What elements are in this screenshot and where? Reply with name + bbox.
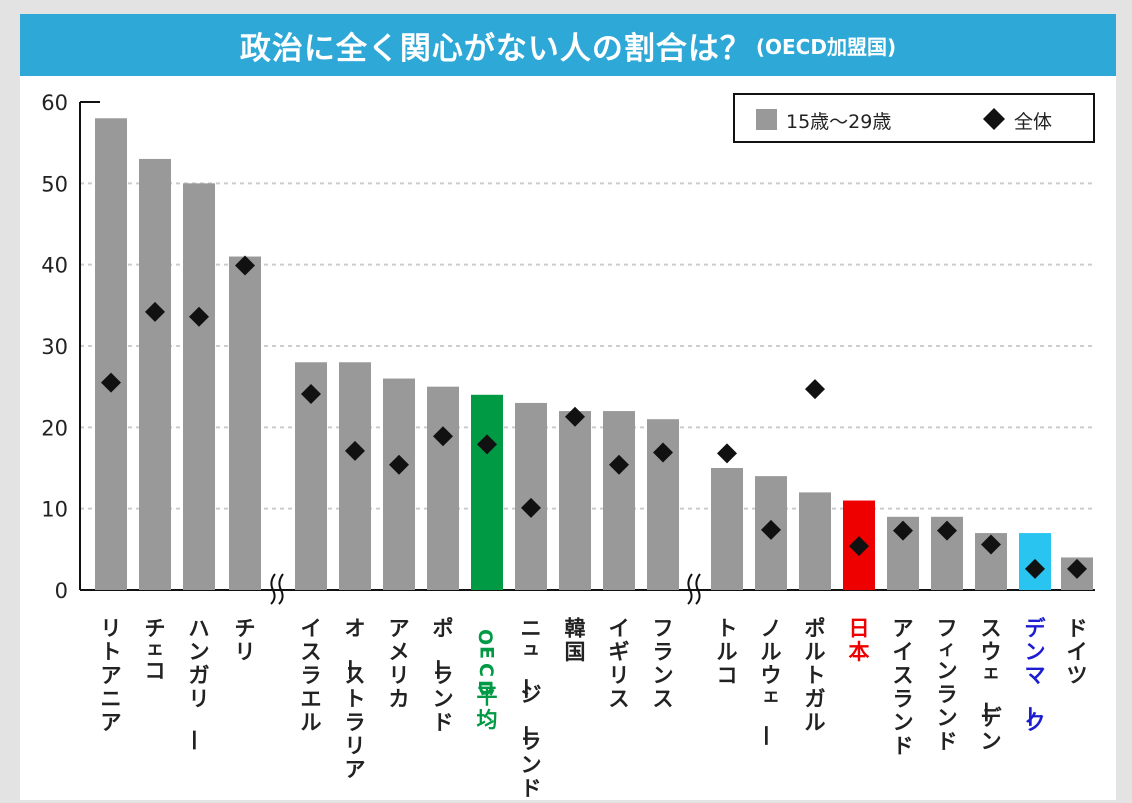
x-category-label: イギリス bbox=[609, 617, 630, 712]
x-label-22: ドイツ bbox=[1067, 617, 1088, 688]
bar-10 bbox=[515, 402, 547, 590]
x-category-label: スウェ—デン bbox=[976, 617, 1003, 754]
bar-3 bbox=[183, 183, 215, 591]
overall-point-22 bbox=[1067, 558, 1087, 579]
bar-1 bbox=[95, 118, 127, 591]
chart-title: 政治に全く関心がない人の割合は？ bbox=[239, 30, 752, 67]
overall-point-3 bbox=[189, 306, 209, 327]
bar-2 bbox=[139, 158, 171, 590]
overall-point-1 bbox=[101, 372, 121, 393]
legend-label-youth: 15歳〜29歳 bbox=[786, 111, 891, 133]
x-category-label: ハンガリ— bbox=[184, 617, 210, 751]
bar-9 bbox=[471, 394, 503, 590]
legend-diamond-icon bbox=[983, 108, 1005, 130]
chart-subtitle: (OECD加盟国) bbox=[755, 34, 897, 59]
x-category-label: 日本 bbox=[849, 617, 870, 665]
bar-16 bbox=[799, 492, 831, 590]
x-label-2: チェコ bbox=[145, 617, 166, 684]
y-tick-label: 0 bbox=[55, 579, 68, 603]
bar-7 bbox=[383, 378, 415, 590]
overall-point-18 bbox=[893, 520, 913, 541]
overall-point-17 bbox=[849, 536, 869, 557]
overall-point-15 bbox=[761, 519, 781, 540]
x-category-label: フランス bbox=[653, 617, 674, 712]
legend-label-overall: 全体 bbox=[1014, 111, 1052, 133]
x-label-12: イギリス bbox=[609, 617, 630, 712]
x-category-label: アメリカ bbox=[389, 617, 410, 712]
legend-box bbox=[733, 93, 1095, 143]
overall-point-7 bbox=[389, 454, 409, 475]
x-label-4: チリ bbox=[235, 617, 256, 665]
x-label-13: フランス bbox=[653, 617, 674, 712]
axis-break-mark bbox=[687, 573, 701, 605]
x-label-20: スウェ—デン bbox=[976, 617, 1003, 754]
x-label-6: オ—ストラリア bbox=[340, 617, 366, 782]
axis-break-mark bbox=[270, 573, 284, 605]
overall-point-11 bbox=[565, 406, 585, 427]
bar-12 bbox=[603, 411, 635, 590]
x-label-14: トルコ bbox=[717, 617, 738, 688]
x-label-3: ハンガリ— bbox=[184, 617, 210, 751]
bar-14 bbox=[711, 468, 743, 590]
x-category-label: チェコ bbox=[145, 617, 166, 684]
y-tick-label: 20 bbox=[41, 416, 68, 440]
overall-point-19 bbox=[937, 520, 957, 541]
overall-point-21 bbox=[1025, 558, 1045, 579]
x-category-label: イスラエル bbox=[301, 617, 322, 735]
x-label-17: 日本 bbox=[849, 617, 870, 665]
y-tick-label: 40 bbox=[41, 254, 68, 278]
x-category-label: トルコ bbox=[717, 617, 738, 688]
bar-6 bbox=[339, 362, 371, 590]
overall-point-12 bbox=[609, 454, 629, 475]
x-label-11: 韓国 bbox=[565, 617, 586, 665]
x-category-label: デンマ—ク bbox=[1020, 617, 1047, 735]
x-label-15: ノルウェ— bbox=[756, 617, 782, 747]
overall-point-4 bbox=[235, 255, 255, 276]
x-category-label: アイスランド bbox=[893, 617, 914, 759]
overall-point-9 bbox=[477, 434, 497, 455]
bar-4 bbox=[229, 256, 261, 590]
legend-bar-swatch bbox=[756, 109, 777, 130]
overall-point-10 bbox=[521, 497, 541, 518]
title-bar: 政治に全く関心がない人の割合は？ (OECD加盟国) bbox=[20, 14, 1116, 76]
x-label-1: リトアニア bbox=[101, 617, 122, 735]
overall-point-13 bbox=[653, 442, 673, 463]
x-category-label: ドイツ bbox=[1067, 617, 1088, 688]
x-category-label: オ—ストラリア bbox=[340, 617, 366, 782]
overall-point-2 bbox=[145, 301, 165, 322]
x-category-label: チリ bbox=[235, 617, 256, 665]
overall-point-16 bbox=[805, 379, 825, 400]
bar-11 bbox=[559, 411, 591, 590]
x-label-5: イスラエル bbox=[301, 617, 322, 735]
chart-frame: 政治に全く関心がない人の割合は？ (OECD加盟国) 0 10 20 30 40 50 60… bbox=[20, 14, 1116, 800]
x-category-label: ノルウェ— bbox=[756, 617, 782, 747]
x-category-label: ニュ—ジ—ランド bbox=[516, 617, 542, 801]
x-category-label: O E C D平均 bbox=[474, 629, 498, 732]
x-category-label: ポルトガル bbox=[805, 617, 826, 735]
overall-point-5 bbox=[301, 383, 321, 404]
x-label-9: O E C D平均 bbox=[474, 629, 498, 732]
x-label-16: ポルトガル bbox=[805, 617, 826, 735]
overall-point-6 bbox=[345, 440, 365, 461]
x-label-8: ポ—ランド bbox=[428, 617, 454, 735]
y-tick-label: 10 bbox=[41, 498, 68, 522]
x-category-label: 韓国 bbox=[565, 617, 586, 665]
overall-point-20 bbox=[981, 534, 1001, 555]
x-category-label: フィンランド bbox=[937, 617, 958, 754]
x-label-18: アイスランド bbox=[893, 617, 914, 759]
y-tick-label: 50 bbox=[41, 172, 68, 196]
x-category-label: ポ—ランド bbox=[428, 617, 454, 735]
x-label-10: ニュ—ジ—ランド bbox=[516, 617, 542, 801]
y-tick-label: 60 bbox=[41, 91, 68, 115]
x-category-label: リトアニア bbox=[101, 617, 122, 735]
overall-point-8 bbox=[433, 426, 453, 447]
x-label-7: アメリカ bbox=[389, 617, 410, 712]
x-label-21: デンマ—ク bbox=[1020, 617, 1047, 735]
overall-point-14 bbox=[717, 443, 737, 464]
bar-8 bbox=[427, 386, 459, 590]
y-tick-label: 30 bbox=[41, 335, 68, 359]
x-label-19: フィンランド bbox=[937, 617, 958, 754]
